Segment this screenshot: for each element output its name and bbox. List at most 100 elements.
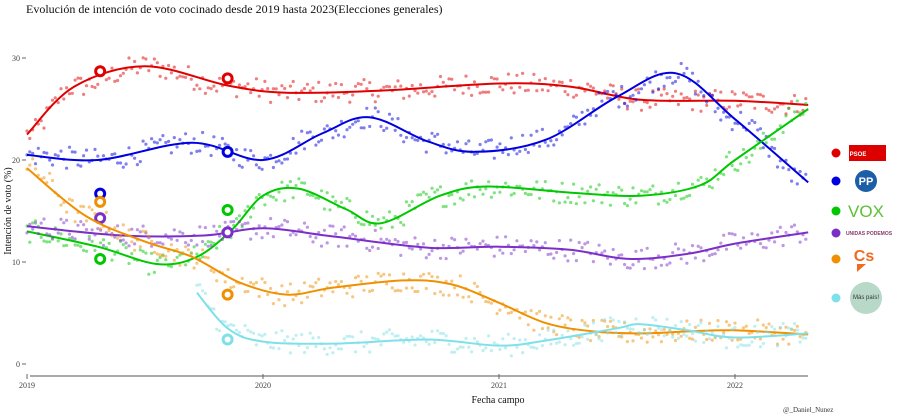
- poll-point: [206, 244, 210, 248]
- poll-point: [331, 290, 335, 294]
- poll-point: [118, 238, 123, 242]
- poll-point: [702, 94, 706, 98]
- poll-point: [583, 242, 587, 246]
- x-tick-label: 2020: [255, 381, 271, 390]
- poll-point: [297, 141, 301, 145]
- election-result-marker: [94, 65, 107, 78]
- poll-point: [781, 243, 785, 248]
- poll-point: [178, 138, 182, 142]
- poll-point: [637, 259, 641, 263]
- poll-point: [325, 241, 329, 245]
- poll-point: [28, 136, 32, 141]
- poll-point: [147, 272, 151, 276]
- poll-point: [535, 240, 539, 244]
- poll-point: [90, 228, 94, 232]
- poll-point: [416, 193, 420, 197]
- poll-point: [438, 290, 443, 294]
- poll-point: [413, 236, 417, 240]
- poll-point: [172, 228, 176, 232]
- poll-point: [617, 105, 621, 109]
- poll-point: [127, 56, 131, 60]
- poll-point: [733, 325, 737, 330]
- chart-title: Evolución de intención de voto cocinado …: [26, 2, 443, 16]
- poll-point: [331, 94, 335, 98]
- poll-point: [433, 94, 437, 98]
- poll-point: [178, 230, 182, 234]
- poll-point: [702, 340, 706, 345]
- poll-point: [79, 76, 83, 80]
- poll-point: [671, 94, 675, 98]
- poll-point: [206, 240, 210, 244]
- poll-point: [308, 284, 312, 288]
- poll-point: [699, 175, 703, 180]
- poll-point: [470, 179, 474, 183]
- poll-point: [540, 327, 545, 331]
- poll-point: [656, 202, 661, 206]
- poll-point: [634, 98, 638, 102]
- legend-item-psoe: PSOE: [831, 145, 886, 161]
- poll-point: [580, 187, 584, 191]
- poll-point: [254, 232, 258, 236]
- poll-point: [365, 210, 369, 214]
- poll-point: [654, 266, 658, 270]
- poll-point: [266, 87, 270, 91]
- poll-point: [673, 79, 678, 84]
- poll-point: [795, 324, 799, 328]
- poll-point: [353, 84, 358, 88]
- poll-point: [317, 230, 321, 235]
- poll-point: [538, 248, 542, 252]
- poll-point: [676, 181, 681, 185]
- poll-point: [625, 204, 630, 208]
- poll-point: [441, 142, 445, 147]
- poll-point: [368, 81, 372, 85]
- poll-point: [189, 151, 193, 155]
- poll-point: [138, 248, 142, 252]
- poll-point: [209, 87, 213, 91]
- poll-point: [353, 276, 358, 280]
- poll-point: [322, 127, 326, 131]
- poll-point: [679, 320, 683, 324]
- poll-point: [574, 341, 579, 345]
- poll-point: [722, 173, 726, 177]
- trend-line: [26, 225, 809, 260]
- series-psoe: [25, 56, 809, 141]
- poll-point: [302, 87, 307, 91]
- poll-point: [699, 246, 703, 250]
- poll-point: [790, 327, 794, 331]
- poll-point: [671, 332, 675, 336]
- poll-point: [229, 286, 233, 290]
- poll-point: [489, 75, 493, 80]
- poll-point: [444, 151, 448, 155]
- poll-point: [240, 223, 244, 227]
- poll-point: [297, 177, 301, 181]
- poll-point: [416, 138, 420, 142]
- poll-point: [625, 266, 630, 270]
- poll-point: [172, 136, 176, 140]
- poll-point: [82, 205, 86, 209]
- poll-point: [416, 242, 420, 246]
- poll-point: [110, 234, 114, 238]
- poll-point: [385, 330, 389, 334]
- poll-point: [124, 241, 128, 245]
- poll-point: [758, 93, 763, 97]
- poll-point: [804, 336, 808, 340]
- poll-point: [99, 241, 103, 245]
- poll-point: [291, 196, 295, 200]
- poll-point: [33, 118, 38, 122]
- poll-point: [257, 94, 261, 98]
- poll-point: [133, 242, 137, 246]
- poll-point: [696, 79, 700, 83]
- poll-point: [659, 263, 664, 267]
- poll-point: [625, 104, 630, 108]
- poll-point: [342, 225, 346, 229]
- poll-point: [127, 261, 131, 266]
- series-pp: [25, 61, 809, 200]
- poll-point: [274, 198, 278, 202]
- poll-point: [317, 335, 321, 340]
- poll-point: [39, 235, 43, 239]
- poll-point: [484, 346, 488, 350]
- poll-point: [302, 181, 307, 185]
- poll-point: [399, 289, 403, 293]
- poll-point: [240, 276, 244, 280]
- poll-point: [237, 214, 241, 218]
